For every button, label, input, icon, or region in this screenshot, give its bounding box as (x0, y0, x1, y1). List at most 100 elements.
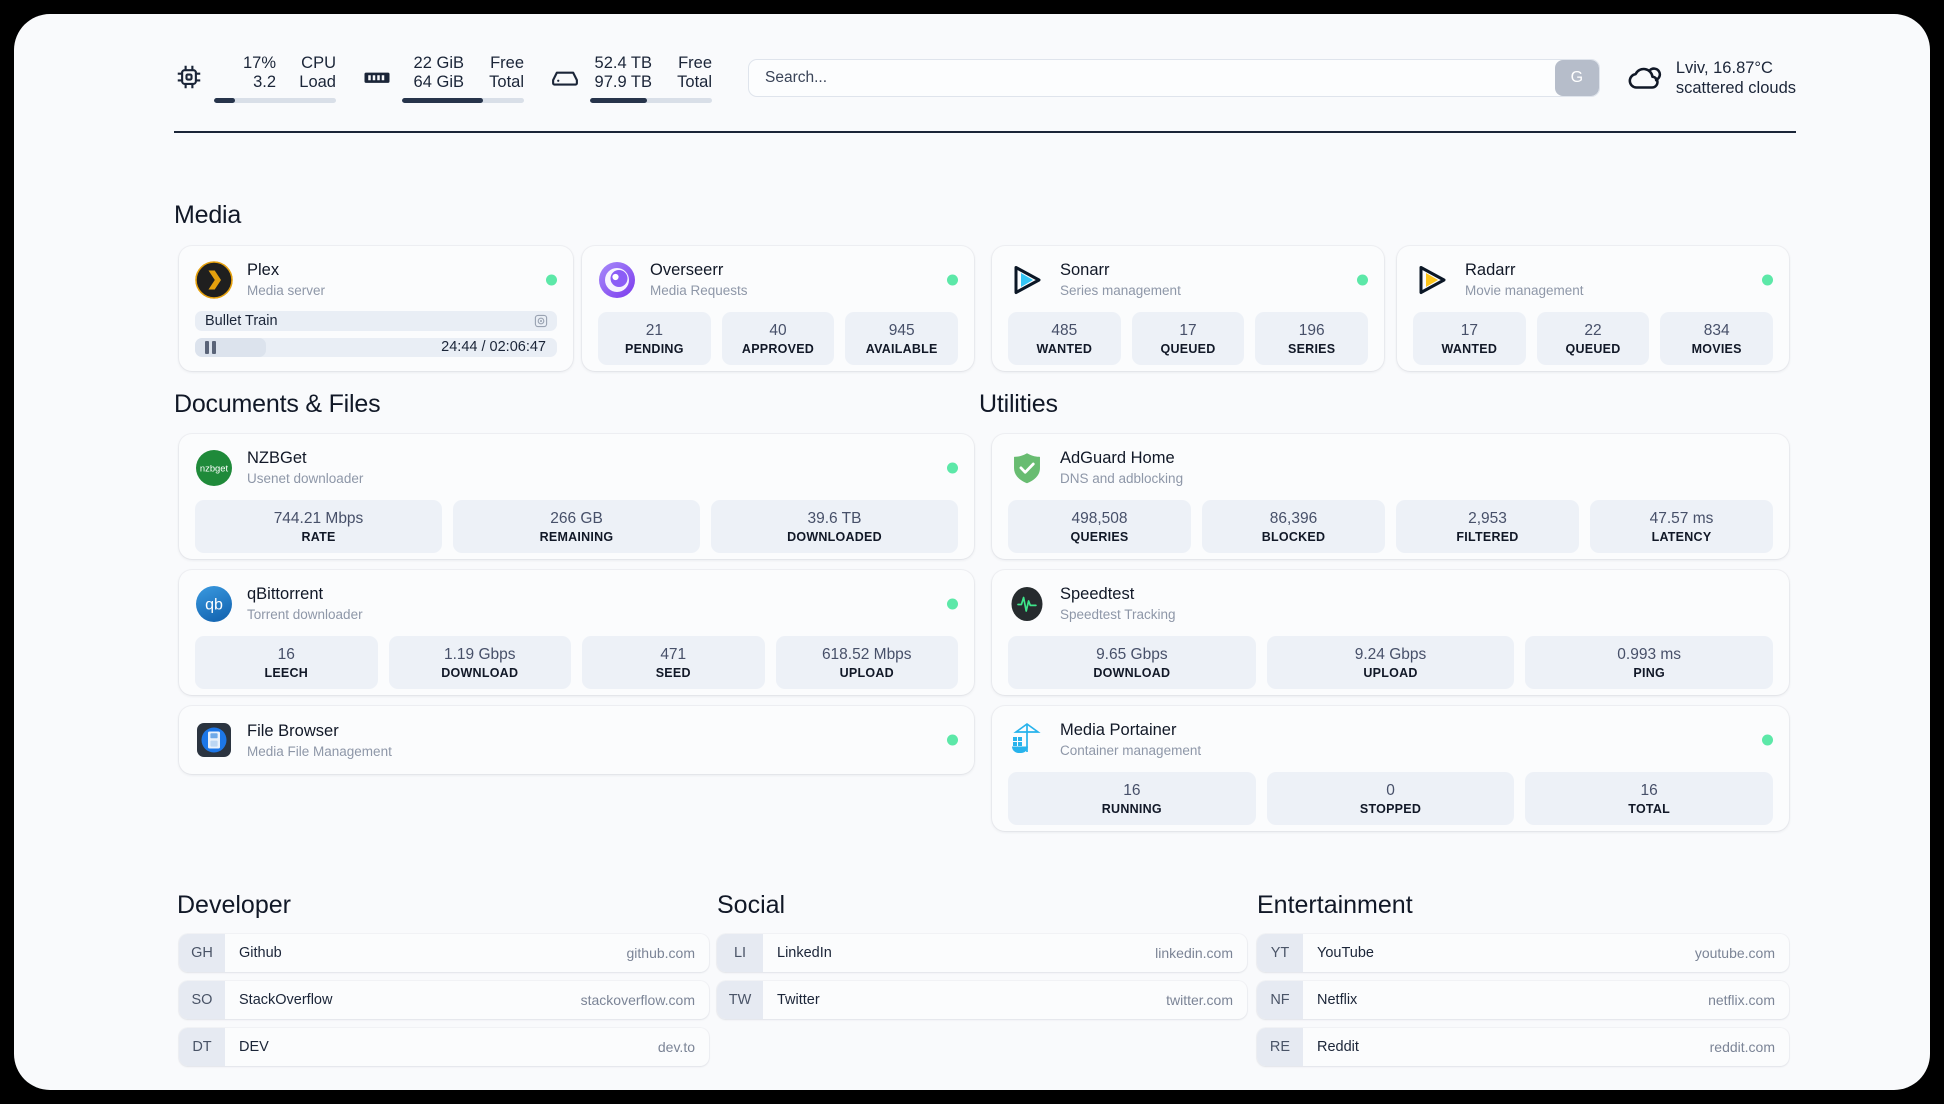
cpu-usage-value: 17% (242, 53, 276, 72)
stat-label: UPLOAD (839, 666, 894, 680)
plex-status-badge (546, 274, 557, 285)
stat-running: 16 RUNNING (1008, 772, 1256, 825)
bookmark-group-title-entertainment: Entertainment (1257, 891, 1413, 919)
bookmark-badge: YT (1257, 934, 1303, 972)
nzbget-icon: nzbget (195, 449, 233, 487)
stat-downloaded: 39.6 TB DOWNLOADED (711, 500, 958, 553)
overseerr-name: Overseerr (650, 261, 724, 279)
stat-label: DOWNLOAD (441, 666, 519, 680)
stat-label: WANTED (1036, 342, 1093, 356)
radarr-status-badge (1762, 274, 1773, 285)
plex-now-playing: Bullet Train (195, 311, 557, 331)
bookmark-name: Reddit (1317, 1039, 1359, 1055)
stat-series: 196 SERIES (1255, 312, 1369, 365)
stat-value: 86,396 (1269, 510, 1318, 527)
service-card-nzbget[interactable]: nzbget NZBGet Usenet downloader 744.21 M… (179, 434, 974, 559)
stat-value: 16 (1640, 782, 1658, 799)
stat-value: 39.6 TB (807, 510, 862, 527)
overseerr-status-badge (947, 274, 958, 285)
bookmark-name: YouTube (1317, 945, 1374, 961)
stat-label: UPLOAD (1363, 666, 1418, 680)
stat-value: 0.993 ms (1617, 646, 1682, 663)
cpu-usage-bar (214, 97, 336, 103)
bookmark-url: netflix.com (1708, 992, 1775, 1008)
service-card-overseerr[interactable]: Overseerr Media Requests 21 PENDING 40 A… (582, 246, 974, 371)
ram-icon (362, 62, 392, 92)
bookmark-group-social: LI LinkedIn linkedin.com TW Twitter twit… (717, 934, 1247, 1019)
stat-value: 40 (769, 322, 787, 339)
adguard-icon (1008, 449, 1046, 487)
section-title-utilities: Utilities (979, 390, 1058, 418)
bookmark-item[interactable]: TW Twitter twitter.com (717, 981, 1247, 1019)
service-card-sonarr[interactable]: Sonarr Series management 485 WANTED 17 Q… (992, 246, 1384, 371)
service-card-qbittorrent[interactable]: qb qBittorrent Torrent downloader 16 LEE… (179, 570, 974, 695)
bookmark-badge: TW (717, 981, 763, 1019)
weather-location-temp: Lviv, 16.87°C (1675, 59, 1773, 77)
stat-queries: 498,508 QUERIES (1008, 500, 1191, 553)
weather-condition: scattered clouds (1675, 79, 1796, 97)
search-input[interactable] (749, 60, 1555, 96)
stat-value: 22 (1584, 322, 1602, 339)
bookmark-name: Netflix (1317, 992, 1358, 1008)
cast-icon[interactable] (534, 314, 548, 328)
stat-value: 1.19 Gbps (443, 646, 516, 663)
bookmark-item[interactable]: DT DEV dev.to (179, 1028, 709, 1066)
overseerr-icon (598, 261, 636, 299)
service-card-radarr[interactable]: Radarr Movie management 17 WANTED 22 QUE… (1397, 246, 1789, 371)
service-card-file-browser[interactable]: File Browser Media File Management (179, 706, 974, 774)
nzbget-status-badge (947, 462, 958, 473)
bookmark-name: DEV (239, 1039, 269, 1055)
bookmark-name: LinkedIn (777, 945, 832, 961)
radarr-name: Radarr (1465, 261, 1516, 279)
qbittorrent-status-badge (947, 598, 958, 609)
plex-time-display: 24:44 / 02:06:47 (441, 339, 546, 356)
portainer-desc: Container management (1060, 743, 1202, 758)
stat-approved: 40 APPROVED (721, 312, 835, 365)
svg-text:nzbget: nzbget (200, 462, 229, 473)
disk-total-value: 97.9 TB (594, 72, 652, 91)
plex-progress-bar[interactable]: 24:44 / 02:06:47 (195, 337, 557, 357)
bookmark-url: github.com (626, 945, 695, 961)
stat-seed: 471 SEED (582, 636, 765, 689)
bookmark-item[interactable]: SO StackOverflow stackoverflow.com (179, 981, 709, 1019)
bookmark-badge: DT (179, 1028, 225, 1066)
service-card-adguard[interactable]: AdGuard Home DNS and adblocking 498,508 … (992, 434, 1789, 559)
plex-name: Plex (247, 261, 280, 279)
stat-total: 16 TOTAL (1525, 772, 1774, 825)
bookmark-url: twitter.com (1166, 992, 1233, 1008)
stat-label: SERIES (1288, 342, 1336, 356)
bookmark-item[interactable]: GH Github github.com (179, 934, 709, 972)
search-engine-button[interactable]: G (1554, 60, 1599, 96)
service-card-plex[interactable]: Plex Media server Bullet Train 24:44 / 0… (179, 246, 573, 371)
search-bar[interactable]: G (748, 59, 1600, 97)
filebrowser-status-badge (947, 734, 958, 746)
stat-label: DOWNLOAD (1093, 666, 1171, 680)
portainer-icon (1008, 721, 1046, 759)
stat-label: FILTERED (1456, 530, 1519, 544)
service-card-media-portainer[interactable]: Media Portainer Container management 16 … (992, 706, 1789, 831)
stat-remaining: 266 GB REMAINING (453, 500, 700, 553)
stat-label: LATENCY (1651, 530, 1712, 544)
stat-value: 485 (1051, 322, 1078, 339)
cloud-icon (1626, 61, 1664, 95)
bookmark-item[interactable]: NF Netflix netflix.com (1257, 981, 1789, 1019)
stat-label: DOWNLOADED (787, 530, 882, 544)
stat-label: RUNNING (1101, 802, 1162, 816)
stat-queued: 22 QUEUED (1536, 312, 1650, 365)
bookmark-item[interactable]: YT YouTube youtube.com (1257, 934, 1789, 972)
stat-download: 1.19 Gbps DOWNLOAD (388, 636, 571, 689)
memory-label-top: Free (490, 53, 524, 72)
header-divider (174, 131, 1796, 133)
adguard-desc: DNS and adblocking (1060, 471, 1184, 486)
stat-movies: 834 MOVIES (1660, 312, 1774, 365)
stat-value: 2,953 (1468, 510, 1507, 527)
disk-label-top: Free (678, 53, 712, 72)
bookmark-item[interactable]: RE Reddit reddit.com (1257, 1028, 1789, 1066)
filebrowser-desc: Media File Management (247, 743, 392, 759)
stat-value: 196 (1298, 322, 1325, 339)
service-card-speedtest[interactable]: Speedtest Speedtest Tracking 9.65 Gbps D… (992, 570, 1789, 695)
pause-icon[interactable] (205, 340, 216, 354)
stat-available: 945 AVAILABLE (845, 312, 959, 365)
bookmark-item[interactable]: LI LinkedIn linkedin.com (717, 934, 1247, 972)
sonarr-icon (1008, 261, 1046, 299)
